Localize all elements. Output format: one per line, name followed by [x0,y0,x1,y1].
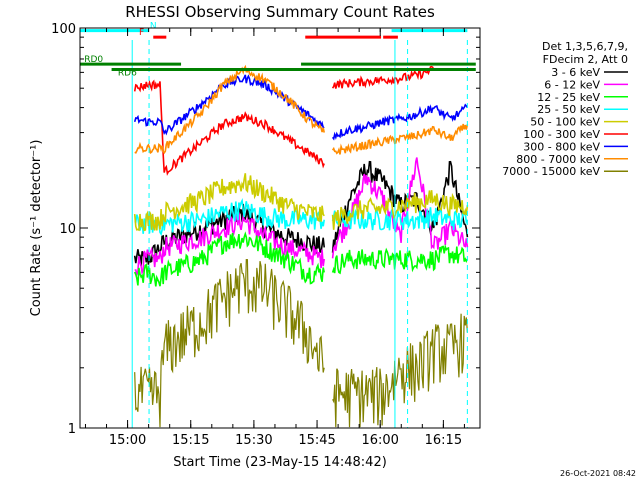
series-line-7000-15000-kev [134,258,325,428]
x-tick-label: 15:45 [298,433,335,448]
series-line-12-25-kev [331,243,469,275]
x-tick-label: 15:30 [235,433,272,448]
flag-label: N [150,22,157,32]
series-line-800-7000-kev [331,123,469,155]
legend-entry-label: 12 - 25 keV [537,91,600,104]
legend-entry-label: 7000 - 15000 keV [502,165,600,178]
legend-entry-label: 50 - 100 keV [530,116,600,129]
series-line-3-6-kev [133,203,325,267]
legend-entry-label: 100 - 300 keV [523,128,600,141]
series-line-50-100-kev [331,190,469,230]
series-line-100-300-kev [133,79,325,176]
legend-entry-label: 25 - 50 keV [537,103,600,116]
chart-title: RHESSI Observing Summary Count Rates [125,3,435,21]
x-tick-label: 16:15 [425,433,462,448]
flags-layer: NF RD0 RD6 [80,22,476,428]
y-tick-label: 100 [51,22,76,37]
flag-label: RD0 [84,55,103,65]
legend-entry-label: 6 - 12 keV [544,78,600,91]
legend-header: FDecim 2, Att 0 [543,53,628,66]
series-layer [133,64,469,428]
flag-label: RD6 [118,69,137,79]
legend-entry-label: 3 - 6 keV [551,66,600,79]
flag-label: F [139,28,144,38]
x-axis-label: Start Time (23-May-15 14:48:42) [173,455,387,470]
legend-entry-label: 300 - 800 keV [523,140,600,153]
plot-timestamp: 26-Oct-2021 08:42 [560,469,636,478]
axes-layer: 15:00 15:15 15:30 15:45 16:00 16:15 1 10 100 [51,22,481,448]
series-line-25-50-kev [134,197,325,236]
series-line-100-300-kev [331,65,435,89]
y-tick-label: 10 [59,222,76,237]
series-line-800-7000-kev [134,64,325,155]
series-line-6-12-kev [331,157,469,259]
y-tick-label: 1 [68,422,76,437]
series-line-300-800-kev [331,103,469,141]
legend: Det 1,3,5,6,7,9,FDecim 2, Att 03 - 6 keV… [502,40,628,178]
x-tick-label: 16:00 [361,433,398,448]
x-tick-label: 15:15 [172,433,209,448]
series-line-50-100-kev [133,173,325,232]
series-line-6-12-kev [134,212,325,278]
series-line-12-25-kev [133,231,325,287]
series-line-7000-15000-kev [332,313,468,428]
legend-header: Det 1,3,5,6,7,9, [542,40,628,53]
y-axis-label: Count Rate (s⁻¹ detector⁻¹) [29,140,44,317]
legend-entry-label: 800 - 7000 keV [516,153,600,166]
x-tick-label: 15:00 [109,433,146,448]
series-line-25-50-kev [331,205,469,231]
